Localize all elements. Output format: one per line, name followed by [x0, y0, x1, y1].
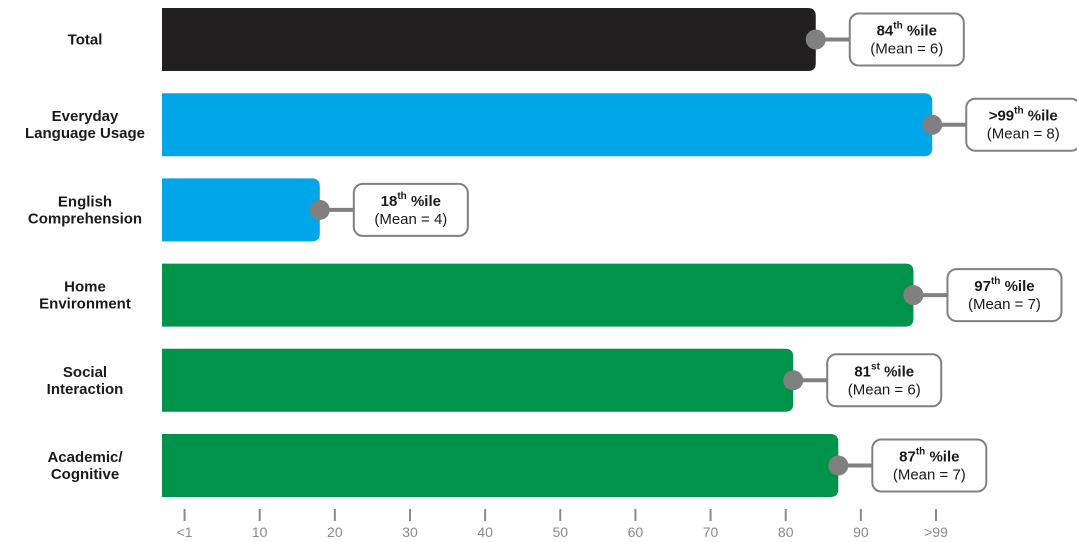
value-marker [309, 199, 330, 220]
percentile-suffix: th [893, 21, 902, 32]
x-tick-label: >99 [924, 524, 948, 540]
x-tick-label: 50 [552, 524, 568, 540]
category-label: Total [68, 32, 103, 49]
category-label: English [58, 193, 112, 210]
bar [162, 348, 794, 412]
category-label: Academic/ [47, 449, 123, 466]
x-tick-label: 40 [477, 524, 493, 540]
percentile-label: 18th %ile [381, 191, 441, 210]
bar [162, 93, 933, 157]
callout-box [946, 268, 1063, 323]
percentile-number: 97 [974, 278, 991, 295]
x-tick-label: 20 [327, 524, 343, 540]
percentile-unit: %ile [1024, 108, 1058, 125]
x-tick-label: 90 [853, 524, 869, 540]
percentile-suffix: th [916, 447, 925, 458]
category-label: Home [64, 279, 106, 296]
callout-box [871, 438, 988, 493]
bar [162, 178, 320, 242]
percentile-unit: %ile [407, 193, 441, 210]
mean-label: (Mean = 6) [870, 41, 943, 58]
x-tick-label: 80 [778, 524, 794, 540]
mean-label: (Mean = 6) [848, 381, 921, 398]
percentile-unit: %ile [880, 363, 914, 380]
value-marker [828, 455, 849, 476]
x-tick-label: 70 [703, 524, 719, 540]
percentile-suffix: th [397, 191, 406, 202]
value-marker [783, 370, 804, 391]
bar [162, 263, 914, 327]
category-label: Environment [39, 296, 131, 313]
x-tick-label: 10 [252, 524, 268, 540]
category-label: Cognitive [51, 466, 119, 483]
value-marker [922, 114, 943, 135]
category-label: Social [63, 364, 107, 381]
mean-label: (Mean = 8) [987, 126, 1060, 143]
x-tick-label: 60 [628, 524, 644, 540]
bar [162, 434, 839, 497]
category-label: Language Usage [25, 125, 145, 142]
value-marker [903, 285, 924, 306]
callout-box [826, 353, 943, 408]
percentile-number: 18 [381, 193, 398, 210]
callout-box [352, 182, 469, 237]
mean-label: (Mean = 7) [893, 467, 966, 484]
percentile-number: 84 [877, 23, 894, 40]
bar [162, 8, 816, 71]
callout-box [848, 12, 965, 67]
mean-label: (Mean = 7) [968, 296, 1041, 313]
value-marker [805, 29, 826, 50]
category-label: Interaction [47, 381, 124, 398]
callout-box [965, 97, 1077, 152]
percentile-label: >99th %ile [989, 106, 1058, 125]
percentile-label: 97th %ile [974, 276, 1034, 295]
percentile-label: 87th %ile [899, 447, 959, 466]
category-label: Everyday [52, 108, 119, 125]
x-tick-label: 30 [402, 524, 418, 540]
percentile-number: 81 [854, 363, 871, 380]
percentile-suffix: th [1014, 106, 1023, 117]
percentile-unit: %ile [925, 449, 959, 466]
x-tick-label: <1 [177, 524, 193, 540]
mean-label: (Mean = 4) [374, 211, 447, 228]
percentile-suffix: th [991, 276, 1000, 287]
percentile-unit: %ile [903, 23, 937, 40]
percentile-label: 84th %ile [877, 21, 937, 40]
percentile-number: 87 [899, 449, 916, 466]
category-label: Comprehension [28, 210, 142, 227]
percentile-unit: %ile [1000, 278, 1034, 295]
percentile-number: >99 [989, 108, 1014, 125]
percentile-label: 81st %ile [854, 361, 914, 380]
percentile-suffix: st [871, 361, 881, 372]
